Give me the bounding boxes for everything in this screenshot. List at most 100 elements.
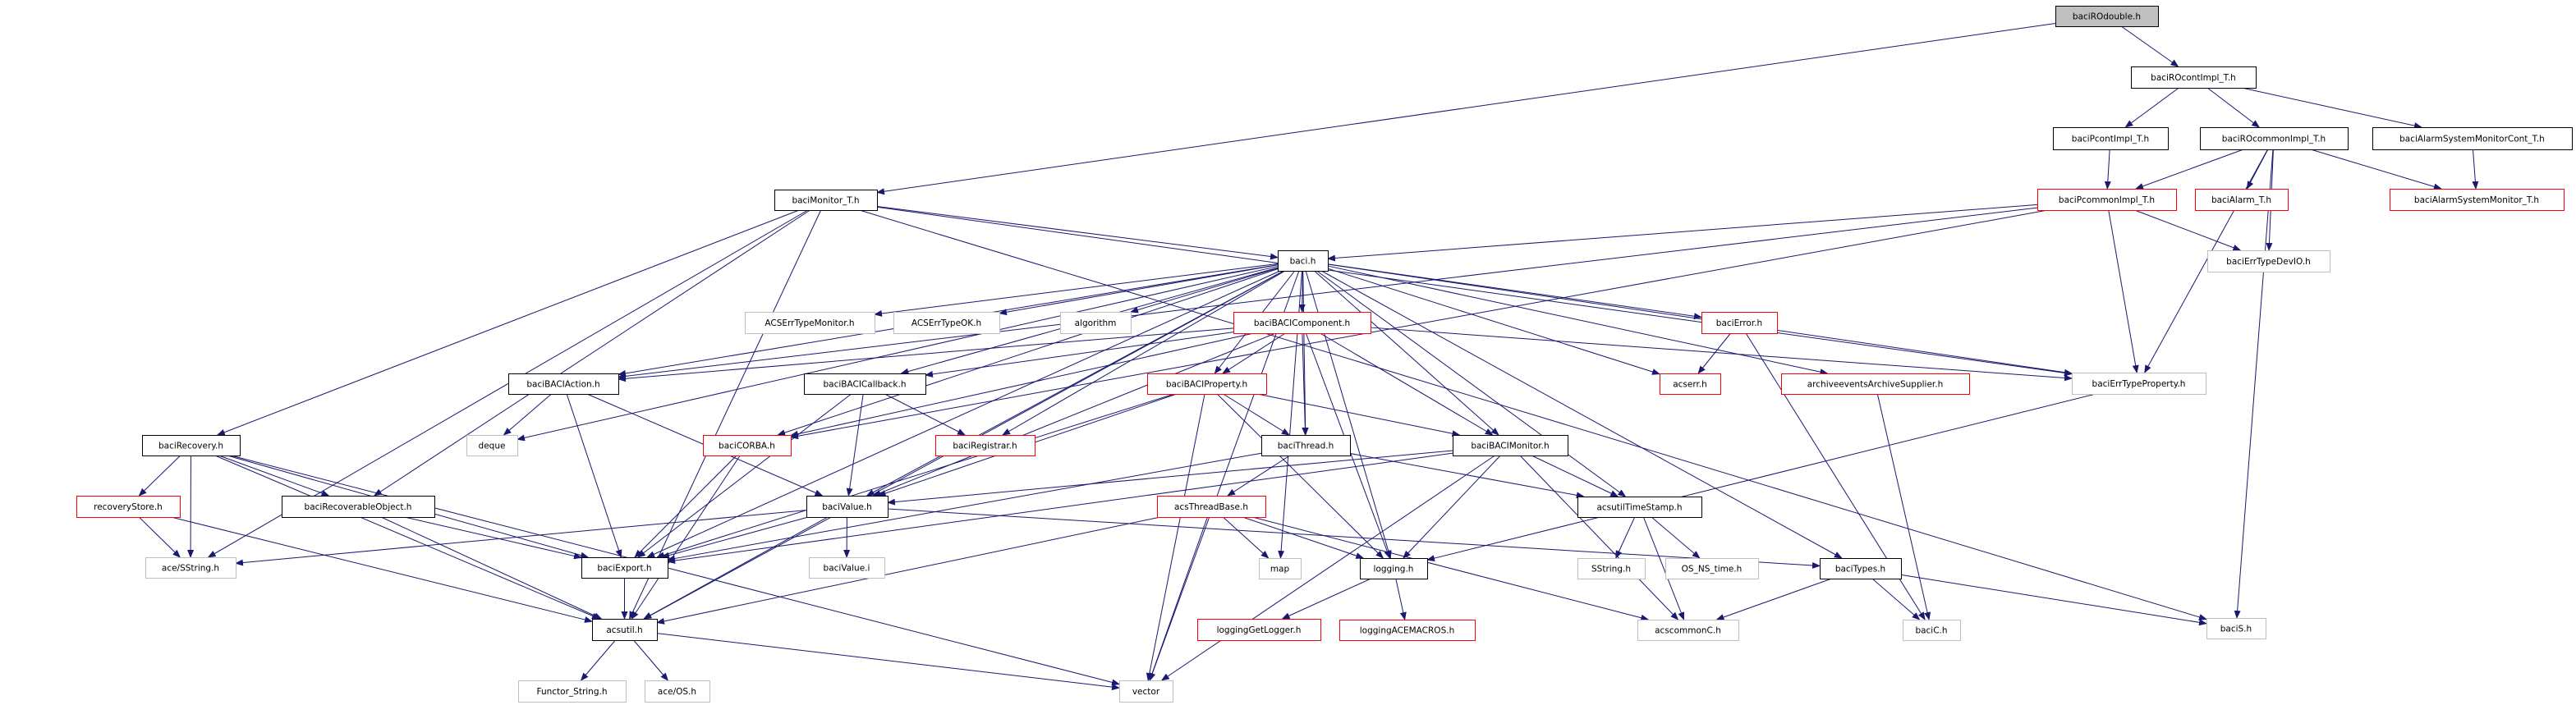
node-acsutil[interactable]: acsutil.h (592, 619, 658, 641)
node-box (2207, 250, 2330, 272)
node-label: map (1270, 565, 1290, 575)
node-acscommonC: acscommonC.h (1637, 620, 1739, 641)
node-label: baciBACIAction.h (526, 380, 599, 390)
node-aceSString: ace/SString.h (145, 557, 236, 579)
node-baciAlarmSystemMonitor_T[interactable]: baciAlarmSystemMonitor_T.h (2390, 189, 2565, 211)
node-box (1197, 619, 1321, 641)
node-label: SString.h (1591, 565, 1631, 575)
edge-baciTypes-to-baciC (1871, 578, 1921, 620)
node-baciValue[interactable]: baciValue.h (806, 496, 889, 518)
node-box (1820, 558, 1902, 579)
node-label: baciMonitor_T.h (792, 196, 859, 206)
node-label: acsutilTimeStamp.h (1596, 503, 1682, 513)
edge-acsThreadBase-to-map (1223, 516, 1270, 559)
edge-logging-to-loggingGetLogger (1281, 578, 1371, 620)
node-label: baciError.h (1716, 318, 1762, 328)
node-label: baciROdouble.h (2073, 12, 2141, 22)
node-baciAlarmSystemMonitorCont_T[interactable]: baciAlarmSystemMonitorCont_T.h (2372, 127, 2573, 150)
edge-acsThreadBase-to-acscommonC (1252, 516, 1650, 621)
node-baciROcommonImpl_T[interactable]: baciROcommonImpl_T.h (2200, 127, 2349, 150)
node-baciRecovery[interactable]: baciRecovery.h (142, 435, 241, 456)
edge-baci-to-baciThread (1302, 270, 1309, 436)
node-baciCORBA[interactable]: baciCORBA.h (703, 435, 792, 456)
node-label: baciRecovery.h (158, 442, 223, 451)
edge-baciPcommonImpl_T-to-baciErrTypeDevIO (2134, 209, 2242, 251)
edge-baciBACICallback-to-baciExport (637, 393, 852, 558)
node-baciBACIMonitor[interactable]: baciBACIMonitor.h (1453, 435, 1568, 456)
node-acserr[interactable]: acserr.h (1660, 373, 1721, 395)
node-label: vector (1132, 687, 1160, 697)
node-label: baciS.h (2220, 625, 2252, 634)
node-label: Functor_String.h (537, 687, 608, 697)
edge-baciBACIMonitor-to-acsutilTimeStamp (1531, 455, 1619, 497)
edge-acsThreadBase-to-acsutil (656, 516, 1161, 625)
node-label: baciCORBA.h (719, 442, 775, 451)
node-deque: deque (466, 435, 518, 456)
edge-baci-to-deque (517, 265, 1279, 442)
node-archiveevents[interactable]: archiveeventsArchiveSupplier.h (1781, 373, 1970, 395)
edge-baci-to-baciError (1327, 263, 1702, 320)
node-baciMonitor_T[interactable]: baciMonitor_T.h (774, 190, 878, 211)
node-box (2195, 189, 2289, 211)
node-baciBACIProperty[interactable]: baciBACIProperty.h (1147, 373, 1267, 395)
node-Functor_String: Functor_String.h (518, 680, 627, 703)
node-baciAlarm_T[interactable]: baciAlarm_T.h (2195, 189, 2289, 211)
node-label: baciC.h (1915, 626, 1947, 636)
node-box (935, 435, 1035, 456)
node-acsThreadBase[interactable]: acsThreadBase.h (1157, 496, 1266, 518)
node-baciPcontImpl_T[interactable]: baciPcontImpl_T.h (2053, 127, 2169, 150)
node-box (1903, 620, 1961, 641)
edge-baciRecoverableObject-to-acsutil (380, 516, 603, 620)
node-label: ACSErrTypeOK.h (911, 318, 981, 328)
edge-logging-to-loggingACEMACROS (1395, 578, 1407, 620)
node-loggingGetLogger[interactable]: loggingGetLogger.h (1197, 619, 1321, 641)
edge-baciBACICallback-to-baciRegistrar (884, 393, 966, 436)
node-box (1119, 680, 1173, 703)
node-baciRecoverableObject[interactable]: baciRecoverableObject.h (282, 496, 435, 518)
node-label: ace/OS.h (658, 687, 696, 697)
edge-baciMonitor_T-to-baciRecovery (216, 209, 800, 436)
edge-baciTypes-to-baciS (1900, 574, 2207, 626)
node-loggingACEMACROS[interactable]: loggingACEMACROS.h (1339, 620, 1476, 641)
node-box (745, 312, 875, 334)
node-label: recoveryStore.h (94, 502, 163, 512)
node-label: baciExport.h (597, 564, 651, 574)
node-baciBACIAction[interactable]: baciBACIAction.h (508, 373, 619, 395)
node-baciRegistrar[interactable]: baciRegistrar.h (935, 435, 1035, 456)
node-box (1339, 620, 1476, 641)
edge-baciMonitor_T-to-baciErrTypeProperty (876, 206, 2073, 377)
node-baci[interactable]: baci.h (1278, 250, 1329, 272)
edge-baciBACIProperty-to-baciExport (656, 393, 1175, 559)
node-label: baciTypes.h (1835, 565, 1885, 575)
edge-baciBACIAction-to-deque (503, 393, 552, 436)
node-box (581, 557, 668, 579)
node-box (142, 435, 241, 456)
node-box (1233, 312, 1371, 334)
edge-baciBACIComponent-to-baciValue (872, 332, 1276, 497)
node-baciBACIComponent[interactable]: baciBACIComponent.h (1233, 312, 1371, 334)
edge-acsThreadBase-to-vector (1149, 516, 1208, 681)
edge-baciBACIAction-to-baciExport (566, 393, 622, 558)
node-baciTypes[interactable]: baciTypes.h (1820, 558, 1902, 579)
node-baciThread[interactable]: baciThread.h (1261, 435, 1351, 456)
node-box (2200, 127, 2349, 150)
node-baciPcommonImpl_T[interactable]: baciPcommonImpl_T.h (2037, 189, 2177, 211)
node-label: baciRegistrar.h (953, 442, 1017, 451)
node-label: baciValue.h (822, 502, 872, 512)
node-label: ACSErrTypeMonitor.h (765, 318, 854, 328)
node-acsutilTimeStamp[interactable]: acsutilTimeStamp.h (1577, 497, 1702, 518)
node-baciError[interactable]: baciError.h (1701, 312, 1778, 334)
node-logging[interactable]: logging.h (1360, 558, 1428, 579)
edge-baciBACIMonitor-to-baciExport (667, 452, 1453, 564)
node-baciROcontImpl_T[interactable]: baciROcontImpl_T.h (2131, 66, 2257, 89)
edge-baci-to-ACSErrTypeOK (999, 264, 1279, 316)
edge-baciROcommonImpl_T-to-baciPcommonImpl_T (2135, 149, 2244, 190)
node-box (1157, 496, 1266, 518)
node-baciROdouble[interactable]: baciROdouble.h (2055, 6, 2159, 27)
node-baciBACICallback[interactable]: baciBACICallback.h (804, 373, 926, 395)
node-box (1278, 250, 1329, 272)
node-box (508, 373, 619, 395)
node-label: acsutil.h (606, 625, 642, 635)
node-baciExport[interactable]: baciExport.h (581, 557, 668, 579)
node-recoveryStore[interactable]: recoveryStore.h (76, 496, 181, 518)
